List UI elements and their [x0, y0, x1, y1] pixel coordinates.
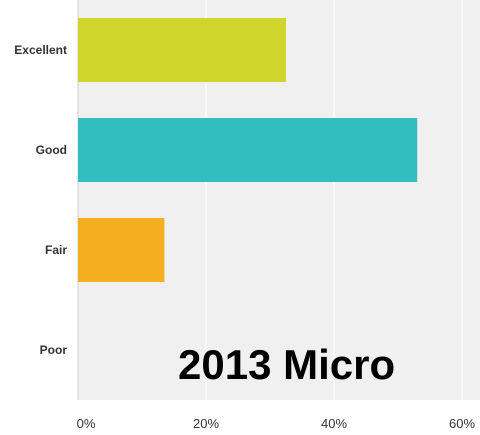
bars	[78, 18, 418, 282]
overlay-title: 2013 Micro	[178, 341, 395, 388]
bar-excellent	[78, 18, 286, 82]
category-label-poor: Poor	[40, 343, 68, 357]
x-tick-label: 0%	[77, 416, 96, 431]
category-label-excellent: Excellent	[14, 43, 67, 57]
x-tick-label: 60%	[449, 416, 475, 431]
bar-good	[78, 118, 418, 182]
x-tick-label: 40%	[321, 416, 347, 431]
x-tick-label: 20%	[193, 416, 219, 431]
category-label-fair: Fair	[45, 243, 67, 257]
bar-fair	[78, 218, 165, 282]
x-tick-labels: 0% 20% 40% 60%	[77, 416, 476, 431]
category-labels: Excellent Good Fair Poor	[14, 43, 67, 357]
category-label-good: Good	[36, 143, 67, 157]
